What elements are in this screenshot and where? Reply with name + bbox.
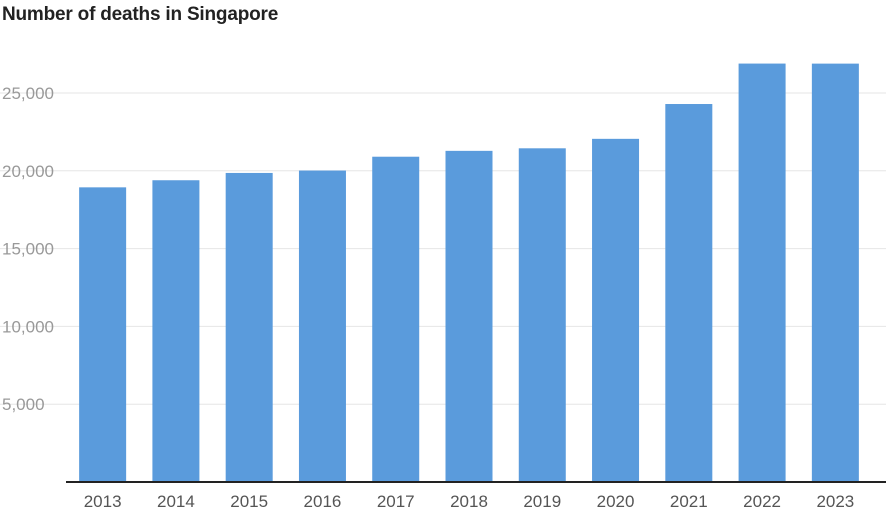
gridlines xyxy=(0,92,886,405)
bar xyxy=(445,150,493,482)
bar xyxy=(298,170,346,483)
bar xyxy=(225,172,273,483)
x-tick-label: 2022 xyxy=(743,492,781,511)
x-tick-label: 2023 xyxy=(816,492,854,511)
y-tick-label: 15,000 xyxy=(2,240,54,259)
y-tick-label: 10,000 xyxy=(2,317,54,336)
bars xyxy=(79,63,859,483)
y-tick-label: 25,000 xyxy=(2,84,54,103)
bar xyxy=(811,63,859,483)
bar xyxy=(152,180,200,482)
y-axis-tick-labels: 5,000 10,000 15,000 20,000 25,000 xyxy=(2,84,54,414)
x-tick-label: 2013 xyxy=(84,492,122,511)
bar xyxy=(738,63,786,482)
x-tick-label: 2021 xyxy=(670,492,708,511)
bar xyxy=(665,104,713,482)
x-tick-label: 2017 xyxy=(377,492,415,511)
y-tick-label: 5,000 xyxy=(2,395,45,414)
x-tick-label: 2014 xyxy=(157,492,195,511)
x-tick-label: 2020 xyxy=(597,492,635,511)
bar xyxy=(592,138,640,482)
bar xyxy=(518,148,566,483)
x-tick-label: 2019 xyxy=(523,492,561,511)
bar xyxy=(372,156,420,482)
x-tick-label: 2016 xyxy=(304,492,342,511)
x-tick-label: 2018 xyxy=(450,492,488,511)
x-tick-label: 2015 xyxy=(230,492,268,511)
chart-title: Number of deaths in Singapore xyxy=(2,4,279,25)
y-tick-label: 20,000 xyxy=(2,162,54,181)
x-axis-tick-labels: 2013 2014 2015 2016 2017 2018 2019 2020 2021 2022… xyxy=(84,492,855,511)
bar xyxy=(79,187,127,483)
